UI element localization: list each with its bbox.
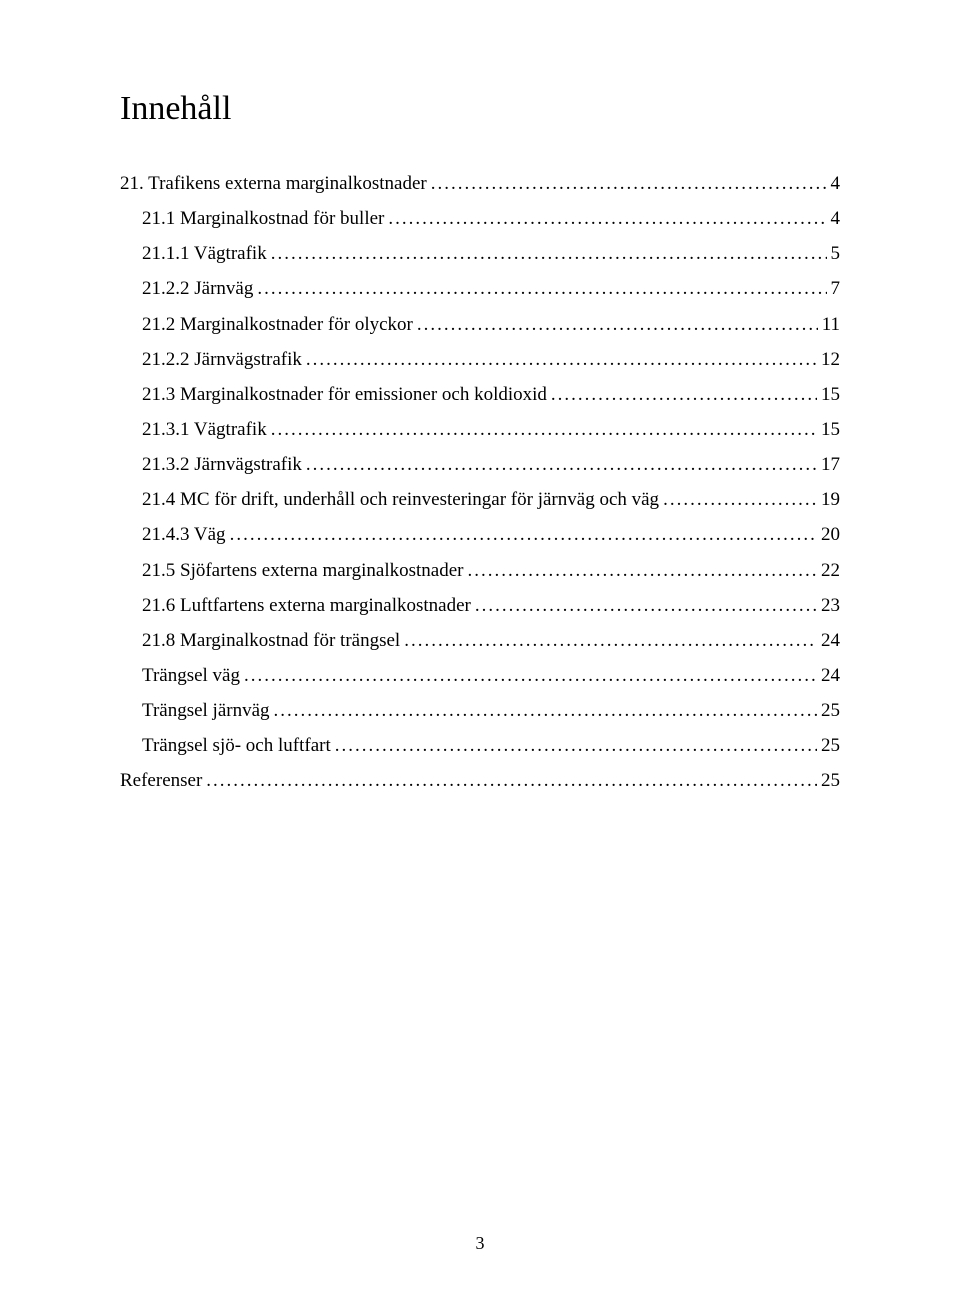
toc-entry-label: 21.2 Marginalkostnader för olyckor [142, 307, 413, 342]
toc-leader-dots [663, 482, 817, 517]
toc-entry-label: 21.2.2 Järnväg [142, 271, 253, 306]
toc-entry: 21.4 MC för drift, underhåll och reinves… [120, 482, 840, 517]
toc-leader-dots [274, 693, 817, 728]
toc-entry-label: 21.3.1 Vägtrafik [142, 412, 267, 447]
toc-entry-page: 22 [821, 553, 840, 588]
toc-entry: Trängsel järnväg 25 [120, 693, 840, 728]
toc-entry: 21.1 Marginalkostnad för buller 4 [120, 201, 840, 236]
toc-leader-dots [306, 342, 817, 377]
toc-entry-page: 15 [821, 377, 840, 412]
toc-leader-dots [475, 588, 817, 623]
toc-entry-page: 25 [821, 693, 840, 728]
toc-entry-page: 5 [831, 236, 841, 271]
toc-leader-dots [306, 447, 817, 482]
toc-entry: 21.2 Marginalkostnader för olyckor 11 [120, 307, 840, 342]
toc-leader-dots [431, 166, 827, 201]
toc-entry-label: 21.4 MC för drift, underhåll och reinves… [142, 482, 659, 517]
toc-entry: 21.2.2 Järnväg 7 [120, 271, 840, 306]
toc-entry-page: 25 [821, 763, 840, 798]
toc-entry-page: 4 [831, 166, 841, 201]
toc-entry-page: 20 [821, 517, 840, 552]
toc-entry: 21. Trafikens externa marginalkostnader 4 [120, 166, 840, 201]
toc-entry-label: 21.8 Marginalkostnad för trängsel [142, 623, 400, 658]
table-of-contents: 21. Trafikens externa marginalkostnader 4… [120, 166, 840, 799]
toc-entry-label: 21.3 Marginalkostnader för emissioner oc… [142, 377, 547, 412]
toc-entry-label: 21. Trafikens externa marginalkostnader [120, 166, 427, 201]
toc-entry-label: 21.1.1 Vägtrafik [142, 236, 267, 271]
toc-entry-page: 11 [822, 307, 840, 342]
toc-entry: 21.3.1 Vägtrafik 15 [120, 412, 840, 447]
page-number: 3 [0, 1233, 960, 1254]
toc-leader-dots [335, 728, 817, 763]
toc-entry-label: 21.1 Marginalkostnad för buller [142, 201, 384, 236]
toc-entry: 21.3.2 Järnvägstrafik 17 [120, 447, 840, 482]
toc-entry-page: 15 [821, 412, 840, 447]
toc-entry-label: Trängsel sjö- och luftfart [142, 728, 331, 763]
toc-entry: Trängsel väg 24 [120, 658, 840, 693]
toc-entry-page: 23 [821, 588, 840, 623]
toc-entry-page: 25 [821, 728, 840, 763]
toc-leader-dots [404, 623, 817, 658]
toc-entry: 21.1.1 Vägtrafik 5 [120, 236, 840, 271]
toc-leader-dots [468, 553, 818, 588]
toc-leader-dots [271, 236, 827, 271]
toc-entry-page: 17 [821, 447, 840, 482]
toc-leader-dots [271, 412, 817, 447]
toc-entry-page: 24 [821, 658, 840, 693]
toc-entry-page: 24 [821, 623, 840, 658]
toc-entry-page: 12 [821, 342, 840, 377]
toc-entry: Referenser 25 [120, 763, 840, 798]
toc-entry-label: 21.4.3 Väg [142, 517, 226, 552]
toc-entry-label: Referenser [120, 763, 202, 798]
toc-entry-label: 21.3.2 Järnvägstrafik [142, 447, 302, 482]
toc-title: Innehåll [120, 90, 840, 128]
toc-leader-dots [230, 517, 817, 552]
toc-entry: Trängsel sjö- och luftfart 25 [120, 728, 840, 763]
toc-entry-page: 19 [821, 482, 840, 517]
toc-entry-label: Trängsel väg [142, 658, 240, 693]
toc-leader-dots [551, 377, 817, 412]
toc-leader-dots [244, 658, 817, 693]
toc-entry: 21.5 Sjöfartens externa marginalkostnade… [120, 553, 840, 588]
toc-entry-page: 4 [831, 201, 841, 236]
toc-entry: 21.2.2 Järnvägstrafik 12 [120, 342, 840, 377]
toc-entry: 21.4.3 Väg 20 [120, 517, 840, 552]
toc-entry-page: 7 [831, 271, 841, 306]
toc-leader-dots [257, 271, 826, 306]
toc-entry-label: 21.6 Luftfartens externa marginalkostnad… [142, 588, 471, 623]
toc-entry-label: 21.2.2 Järnvägstrafik [142, 342, 302, 377]
toc-entry: 21.6 Luftfartens externa marginalkostnad… [120, 588, 840, 623]
toc-leader-dots [206, 763, 817, 798]
toc-leader-dots [417, 307, 818, 342]
toc-entry: 21.3 Marginalkostnader för emissioner oc… [120, 377, 840, 412]
document-page: Innehåll 21. Trafikens externa marginalk… [0, 0, 960, 1314]
toc-leader-dots [388, 201, 826, 236]
toc-entry: 21.8 Marginalkostnad för trängsel 24 [120, 623, 840, 658]
toc-entry-label: Trängsel järnväg [142, 693, 270, 728]
toc-entry-label: 21.5 Sjöfartens externa marginalkostnade… [142, 553, 464, 588]
